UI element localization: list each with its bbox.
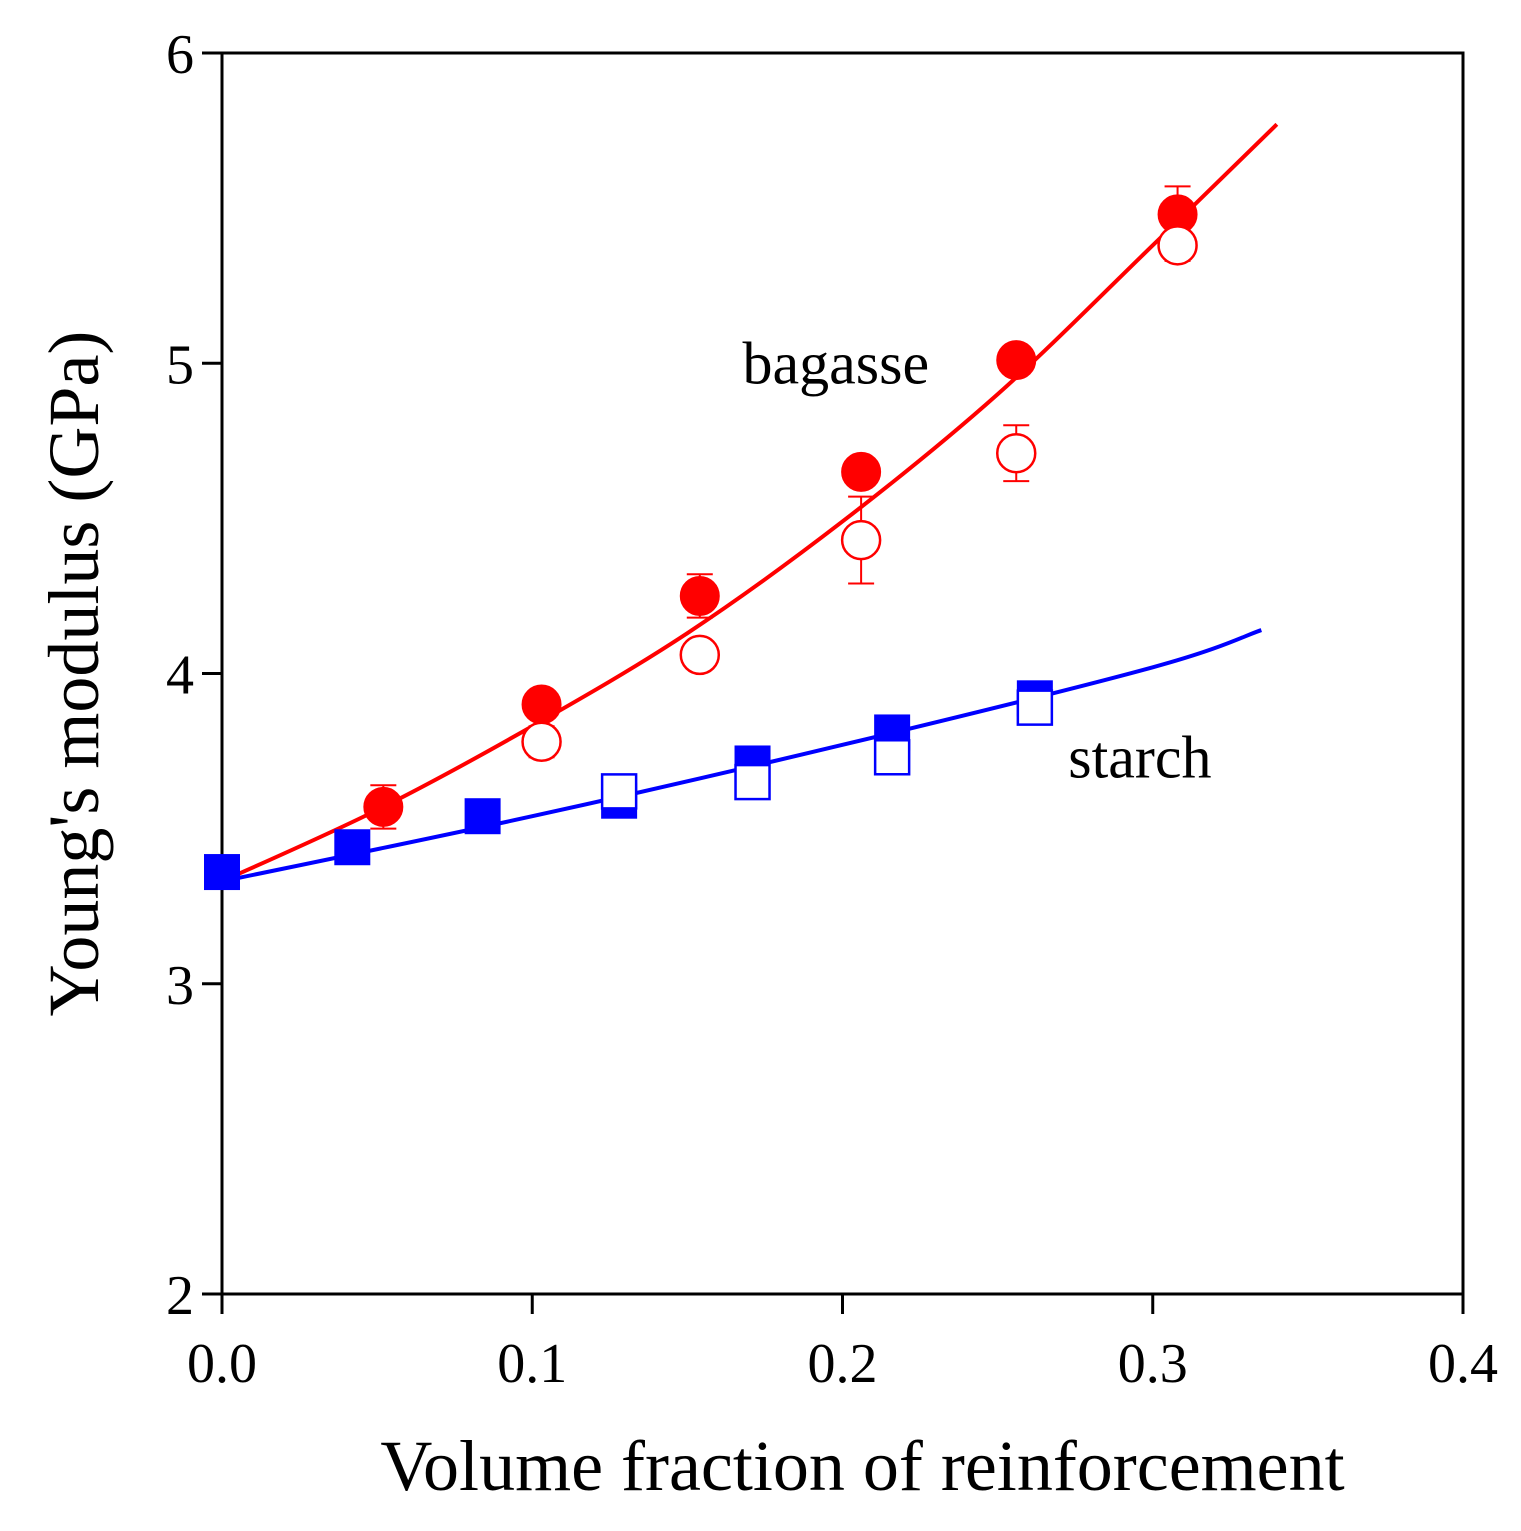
axes	[202, 51, 1465, 1314]
y-tick-label: 2	[166, 1265, 194, 1327]
bagasse-open-circle-point	[995, 432, 1037, 474]
x-axis-title: Volume fraction of reinforcement	[380, 1426, 1344, 1506]
x-tick-label: 0.2	[808, 1333, 878, 1395]
bagasse-filled-circle-point	[521, 684, 562, 725]
y-axis-title: Young's modulus (GPa)	[34, 331, 114, 1017]
bagasse-filled-circle-point	[679, 575, 720, 616]
x-tick-label: 0.1	[497, 1333, 567, 1395]
starch-open-square-point	[600, 773, 638, 810]
starch-open-square-point	[1016, 689, 1054, 726]
y-tick-label: 5	[166, 334, 194, 396]
bagasse-open-circle-point	[840, 519, 882, 561]
bagasse-filled-circle-point	[996, 340, 1037, 381]
starch-open-square-point	[734, 763, 771, 801]
plot-frame	[220, 51, 1465, 1296]
starch-fit-line	[221, 628, 1262, 884]
x-tick-label: 0.3	[1118, 1333, 1188, 1395]
starch-open-square-point	[873, 739, 911, 776]
bagasse-filled-circle-point	[363, 786, 404, 827]
x-tick-label: 0.0	[187, 1333, 257, 1395]
bagasse-label: bagasse	[743, 330, 930, 396]
bagasse-open-circle-point	[679, 634, 721, 676]
data-points	[204, 185, 1198, 891]
y-tick-label: 6	[166, 24, 194, 86]
starch-filled-square-point	[464, 798, 501, 835]
bagasse-filled-circle-point	[841, 451, 882, 492]
x-tick-label: 0.4	[1428, 1333, 1498, 1395]
y-tick-label: 3	[166, 955, 194, 1017]
y-tick-label: 4	[166, 645, 194, 707]
chart-text: 0.0 0.1 0.2 0.3 0.4 2 3 4 5 6 Volume fraction of r…	[34, 24, 1498, 1506]
starch-label: starch	[1068, 724, 1211, 790]
bagasse-open-circle-point	[521, 721, 562, 763]
bagasse-open-circle-point	[1157, 225, 1198, 266]
starch-filled-square-point	[334, 829, 371, 866]
starch-filled-square-point	[204, 854, 240, 891]
